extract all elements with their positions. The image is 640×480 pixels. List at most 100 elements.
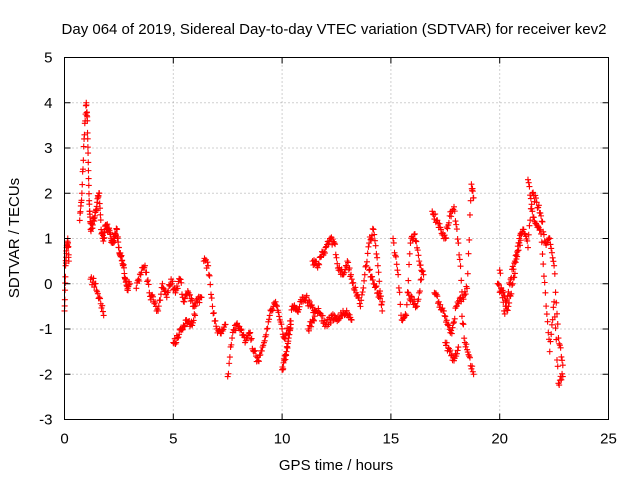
data-point xyxy=(206,272,213,279)
data-point xyxy=(371,231,378,238)
data-point xyxy=(226,354,233,361)
y-tick-label: 1 xyxy=(44,231,52,248)
data-point xyxy=(94,290,101,297)
data-point xyxy=(509,263,516,270)
data-point xyxy=(550,304,557,311)
data-point xyxy=(247,336,254,343)
data-point xyxy=(84,144,91,151)
data-point xyxy=(100,312,107,319)
data-point xyxy=(85,182,92,189)
data-point xyxy=(434,293,441,300)
data-point xyxy=(224,373,231,380)
data-point xyxy=(136,278,143,285)
data-point xyxy=(99,308,106,315)
data-point xyxy=(390,239,397,246)
data-point xyxy=(535,202,542,209)
data-point xyxy=(417,262,424,269)
y-tick-label: 5 xyxy=(44,50,52,67)
data-point xyxy=(526,183,533,190)
data-point xyxy=(84,129,91,136)
data-point xyxy=(469,363,476,370)
data-point xyxy=(306,298,313,305)
data-point xyxy=(372,284,379,291)
data-point xyxy=(403,312,410,319)
data-point xyxy=(210,309,217,316)
data-point xyxy=(543,303,550,310)
chart-title: Day 064 of 2019, Sidereal Day-to-day VTE… xyxy=(62,21,607,38)
data-point xyxy=(365,243,372,250)
data-point xyxy=(177,276,184,283)
data-point xyxy=(417,277,424,284)
data-point xyxy=(341,269,348,276)
data-point xyxy=(360,284,367,291)
y-tick-label: 3 xyxy=(44,140,52,157)
data-point xyxy=(205,262,212,269)
data-point xyxy=(192,312,199,319)
data-point xyxy=(85,159,92,166)
data-point xyxy=(466,211,473,218)
data-point xyxy=(544,318,551,325)
data-point xyxy=(234,320,241,327)
data-point xyxy=(379,298,386,305)
data-point xyxy=(456,295,463,302)
data-point xyxy=(550,258,557,265)
data-points xyxy=(61,99,566,389)
y-axis-label: SDTVAR / TECUs xyxy=(6,178,23,298)
data-point xyxy=(546,235,553,242)
data-point xyxy=(442,313,449,320)
data-point xyxy=(451,208,458,215)
data-point xyxy=(152,299,159,306)
data-point xyxy=(356,300,363,307)
data-point xyxy=(364,250,371,257)
data-point xyxy=(96,190,103,197)
data-point xyxy=(345,259,352,266)
data-point xyxy=(559,373,566,380)
data-point xyxy=(542,289,549,296)
data-point xyxy=(508,290,515,297)
data-point xyxy=(272,298,279,305)
data-point xyxy=(413,238,420,245)
data-point xyxy=(104,221,111,228)
data-point xyxy=(495,280,502,287)
data-point xyxy=(525,179,532,186)
data-point xyxy=(332,241,339,248)
data-point xyxy=(405,277,412,284)
data-point xyxy=(501,310,508,317)
data-point xyxy=(551,270,558,277)
data-point xyxy=(175,334,182,341)
data-point xyxy=(366,240,373,247)
data-point xyxy=(554,321,561,328)
data-point xyxy=(451,319,458,326)
data-point xyxy=(189,322,196,329)
data-point xyxy=(525,231,532,238)
data-point xyxy=(171,335,178,342)
data-point xyxy=(512,259,519,266)
data-point xyxy=(209,303,216,310)
data-point xyxy=(260,342,267,349)
data-point xyxy=(511,270,518,277)
data-point xyxy=(101,229,108,236)
data-point xyxy=(366,267,373,274)
data-point xyxy=(348,316,355,323)
data-point xyxy=(172,340,179,347)
data-point xyxy=(118,252,125,259)
data-point xyxy=(454,236,461,243)
data-point xyxy=(181,298,188,305)
data-point xyxy=(96,294,103,301)
data-point xyxy=(515,247,522,254)
data-point xyxy=(527,195,534,202)
data-point xyxy=(418,276,425,283)
data-point xyxy=(191,311,198,318)
data-point xyxy=(333,254,340,261)
data-point xyxy=(261,337,268,344)
data-point xyxy=(524,244,531,251)
data-point xyxy=(334,260,341,267)
data-point xyxy=(257,351,264,358)
data-point xyxy=(174,285,181,292)
data-point xyxy=(454,347,461,354)
data-point xyxy=(551,298,558,305)
data-point xyxy=(126,280,133,287)
data-point xyxy=(97,295,104,302)
data-point xyxy=(458,313,465,320)
